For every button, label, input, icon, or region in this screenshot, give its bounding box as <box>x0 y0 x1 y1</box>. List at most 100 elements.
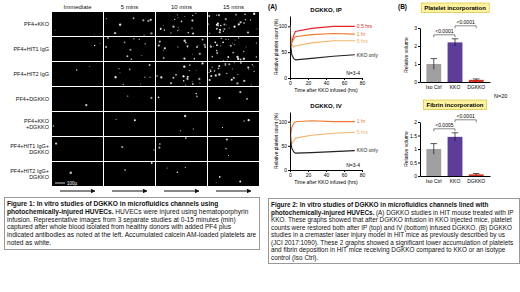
series-label: 0.5 hrs <box>357 23 373 29</box>
flow-arrow <box>164 190 199 191</box>
platelet-speck <box>223 24 225 26</box>
flow-arrow <box>216 190 251 191</box>
platelet-speck <box>149 64 151 66</box>
tick-mark <box>418 176 420 177</box>
platelet-speck <box>151 162 153 164</box>
micrograph <box>52 162 103 186</box>
tick: Iso Ctrl <box>426 176 442 184</box>
error-bar <box>431 144 438 155</box>
y-axis: 0123 <box>414 25 420 85</box>
platelet-speck <box>256 56 257 57</box>
tick-label: 80 <box>360 80 366 86</box>
tick: 0 <box>284 75 290 81</box>
significance-label: <0.0001 <box>456 113 474 119</box>
platelet-speck <box>94 45 95 46</box>
platelet-speck <box>231 79 233 81</box>
platelet-speck <box>183 58 185 60</box>
row-label-line: DGKKO <box>29 174 50 180</box>
platelet-speck <box>222 41 224 43</box>
tick: 0 <box>289 170 292 178</box>
caption: Figure 1: In vitro studies of DGKKO in m… <box>4 197 260 250</box>
micrograph <box>156 12 207 36</box>
bar <box>469 80 484 82</box>
platelet-speck <box>178 17 179 18</box>
platelet-speck <box>210 46 212 48</box>
platelet-speck <box>160 27 162 29</box>
platelet-speck <box>158 97 160 99</box>
series-line <box>290 121 355 134</box>
micrograph <box>52 62 103 86</box>
platelet-speck <box>187 78 188 79</box>
platelet-speck <box>191 81 193 83</box>
platelet-speck <box>230 45 232 47</box>
series-line <box>290 122 355 144</box>
tick-mark <box>418 28 420 29</box>
platelet-speck <box>218 73 220 75</box>
platelet-speck <box>224 63 226 65</box>
series-label: 1 hr <box>357 31 366 37</box>
platelet-speck <box>178 29 179 30</box>
tick-mark <box>418 64 420 65</box>
error-bar <box>452 133 459 141</box>
tick: 100 <box>279 119 290 125</box>
platelet-speck <box>234 62 235 63</box>
platelet-speck <box>184 115 186 117</box>
platelet-speck <box>194 58 196 60</box>
error-bar <box>473 79 480 81</box>
micrograph <box>52 87 103 111</box>
micrograph <box>52 137 103 161</box>
plot-area <box>290 26 355 60</box>
platelet-speck <box>172 26 174 28</box>
tick: DGKKO <box>467 82 485 90</box>
platelet-speck <box>144 77 145 78</box>
tick-label: 20 <box>306 80 312 86</box>
platelet-speck <box>149 77 150 78</box>
platelet-speck <box>235 14 237 16</box>
scale-bar-label: 100µ <box>67 181 78 186</box>
platelet-speck <box>158 147 160 149</box>
platelet-speck <box>70 172 72 174</box>
platelet-speck <box>204 44 206 46</box>
platelet-speck <box>219 31 221 33</box>
tick: DGKKO <box>467 176 485 184</box>
platelet-speck <box>164 29 165 30</box>
platelet-speck <box>119 72 121 74</box>
platelet-speck <box>76 69 77 70</box>
platelet-speck <box>124 169 126 171</box>
micrograph <box>104 62 155 86</box>
bar <box>469 174 484 176</box>
caption: Figure 2: In vitro studies of DGKKO in m… <box>268 198 520 264</box>
platelet-speck <box>238 37 239 38</box>
platelet-speck <box>209 33 210 34</box>
platelet-speck <box>124 42 126 44</box>
platelet-speck <box>246 98 248 100</box>
platelet-speck <box>129 67 131 69</box>
row-label-line: PF4+KKO <box>24 118 50 124</box>
platelet-speck <box>156 75 157 76</box>
platelet-speck <box>222 127 223 128</box>
tick-mark <box>418 46 420 47</box>
tick: 50 <box>281 143 290 149</box>
platelet-speck <box>123 84 124 85</box>
platelet-speck <box>177 172 179 174</box>
tick: 0.5 <box>410 160 420 166</box>
platelet-speck <box>256 42 257 43</box>
platelet-speck <box>199 82 200 83</box>
platelet-speck <box>223 59 225 61</box>
y-axis-title: Relative volume <box>403 37 409 73</box>
platelet-speck <box>159 143 161 145</box>
tick: KKO <box>450 82 461 90</box>
platelet-speck <box>220 45 221 46</box>
platelet-speck <box>226 73 228 75</box>
platelet-speck <box>187 76 189 78</box>
axis-line <box>420 123 421 177</box>
micrograph <box>208 62 259 86</box>
platelet-speck <box>131 59 132 60</box>
micrograph <box>156 87 207 111</box>
platelet-speck <box>159 41 161 43</box>
platelet-speck <box>150 32 152 34</box>
platelet-speck <box>253 66 255 68</box>
platelet-speck <box>227 56 229 58</box>
row-label-line: PF4+DGKKO <box>16 96 50 102</box>
platelet-speck <box>247 31 249 33</box>
